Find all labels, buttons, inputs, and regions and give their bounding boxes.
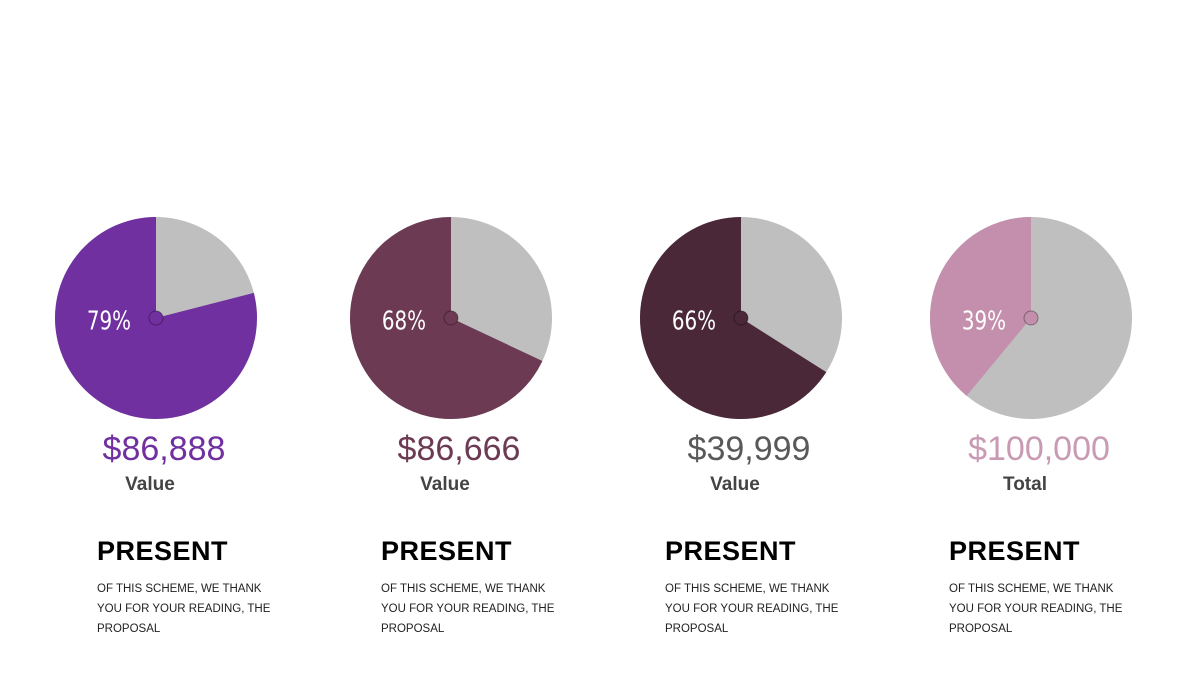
percent-label: 68% bbox=[382, 306, 426, 336]
card-text: OF THIS SCHEME, WE THANK YOU FOR YOUR RE… bbox=[381, 583, 555, 635]
percent-label: 39% bbox=[962, 306, 1006, 336]
pie-center bbox=[148, 310, 164, 326]
caption: Value bbox=[420, 474, 470, 495]
caption: Value bbox=[710, 474, 760, 495]
caption: Total bbox=[1003, 474, 1047, 495]
pie-center bbox=[733, 310, 749, 326]
card-title: PRESENT bbox=[665, 536, 797, 566]
pie-center bbox=[443, 310, 459, 326]
card-text: OF THIS SCHEME, WE THANK YOU FOR YOUR RE… bbox=[665, 583, 839, 635]
card: PRESENT OF THIS SCHEME, WE THANK YOU FOR … bbox=[665, 536, 845, 639]
amount: $86,666 bbox=[398, 430, 521, 468]
pie-slice bbox=[640, 217, 827, 420]
pie-slice bbox=[930, 217, 1031, 396]
percent-label: 79% bbox=[87, 306, 131, 336]
pie-center bbox=[1023, 310, 1039, 326]
card-title: PRESENT bbox=[949, 536, 1081, 566]
card-text: OF THIS SCHEME, WE THANK YOU FOR YOUR RE… bbox=[949, 583, 1123, 635]
card: PRESENT OF THIS SCHEME, WE THANK YOU FOR … bbox=[949, 536, 1129, 639]
card-title: PRESENT bbox=[381, 536, 513, 566]
amount: $39,999 bbox=[688, 430, 811, 468]
amount: $86,888 bbox=[103, 430, 226, 468]
caption: Value bbox=[125, 474, 175, 495]
card: PRESENT OF THIS SCHEME, WE THANK YOU FOR … bbox=[381, 536, 561, 639]
percent-label: 66% bbox=[672, 306, 716, 336]
card-title: PRESENT bbox=[97, 536, 229, 566]
card: PRESENT OF THIS SCHEME, WE THANK YOU FOR … bbox=[97, 536, 277, 639]
amount: $100,000 bbox=[968, 430, 1110, 468]
card-text: OF THIS SCHEME, WE THANK YOU FOR YOUR RE… bbox=[97, 583, 271, 635]
